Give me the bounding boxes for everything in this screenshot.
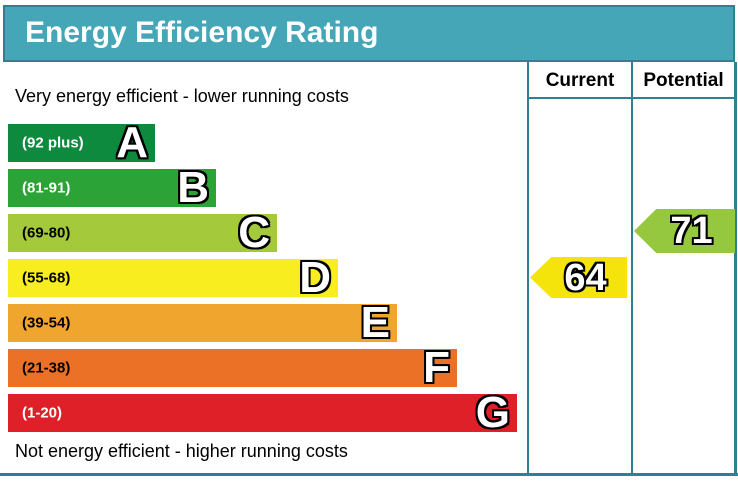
band-g-letter: G	[475, 388, 510, 437]
chart-bottom-border	[0, 473, 738, 476]
band-c-range-label: (69-80)	[22, 224, 71, 242]
band-f-letter: F	[423, 343, 450, 392]
potential-rating-value: 71	[670, 210, 713, 252]
band-a-letter: A	[116, 118, 148, 167]
band-d-range-label: (55-68)	[22, 269, 71, 287]
current-column-left-border	[527, 62, 529, 476]
column-header-underline	[527, 97, 737, 99]
band-b-letter: B	[177, 163, 209, 212]
potential-rating-arrow: 71	[634, 209, 735, 253]
band-e-range-label: (39-54)	[22, 314, 71, 332]
band-e: (39-54) E	[8, 298, 397, 347]
band-a-range-label: (92 plus)	[22, 134, 84, 152]
band-b: (81-91) B	[8, 163, 216, 212]
band-d-letter: D	[299, 253, 331, 302]
band-g: (1-20) G	[8, 388, 517, 437]
band-c: (69-80) C	[8, 208, 277, 257]
top-note: Very energy efficient - lower running co…	[15, 86, 349, 106]
band-b-range-label: (81-91)	[22, 179, 71, 197]
band-f: (21-38) F	[8, 343, 457, 392]
band-f-range-label: (21-38)	[22, 359, 71, 377]
chart-title-bar: Energy Efficiency Rating	[3, 5, 735, 62]
band-c-letter: C	[238, 208, 270, 257]
potential-column-header: Potential	[643, 70, 724, 91]
band-d: (55-68) D	[8, 253, 338, 302]
current-rating-arrow: 64	[530, 257, 627, 298]
band-e-letter: E	[360, 298, 390, 347]
current-rating-value: 64	[564, 256, 607, 299]
band-g-range-label: (1-20)	[22, 404, 63, 422]
chart-title: Energy Efficiency Rating	[25, 16, 379, 49]
bottom-note: Not energy efficient - higher running co…	[15, 441, 348, 461]
band-a: (92 plus) A	[8, 118, 155, 167]
chart-right-border	[734, 62, 737, 476]
current-column-header: Current	[545, 70, 615, 91]
column-divider	[631, 62, 633, 476]
